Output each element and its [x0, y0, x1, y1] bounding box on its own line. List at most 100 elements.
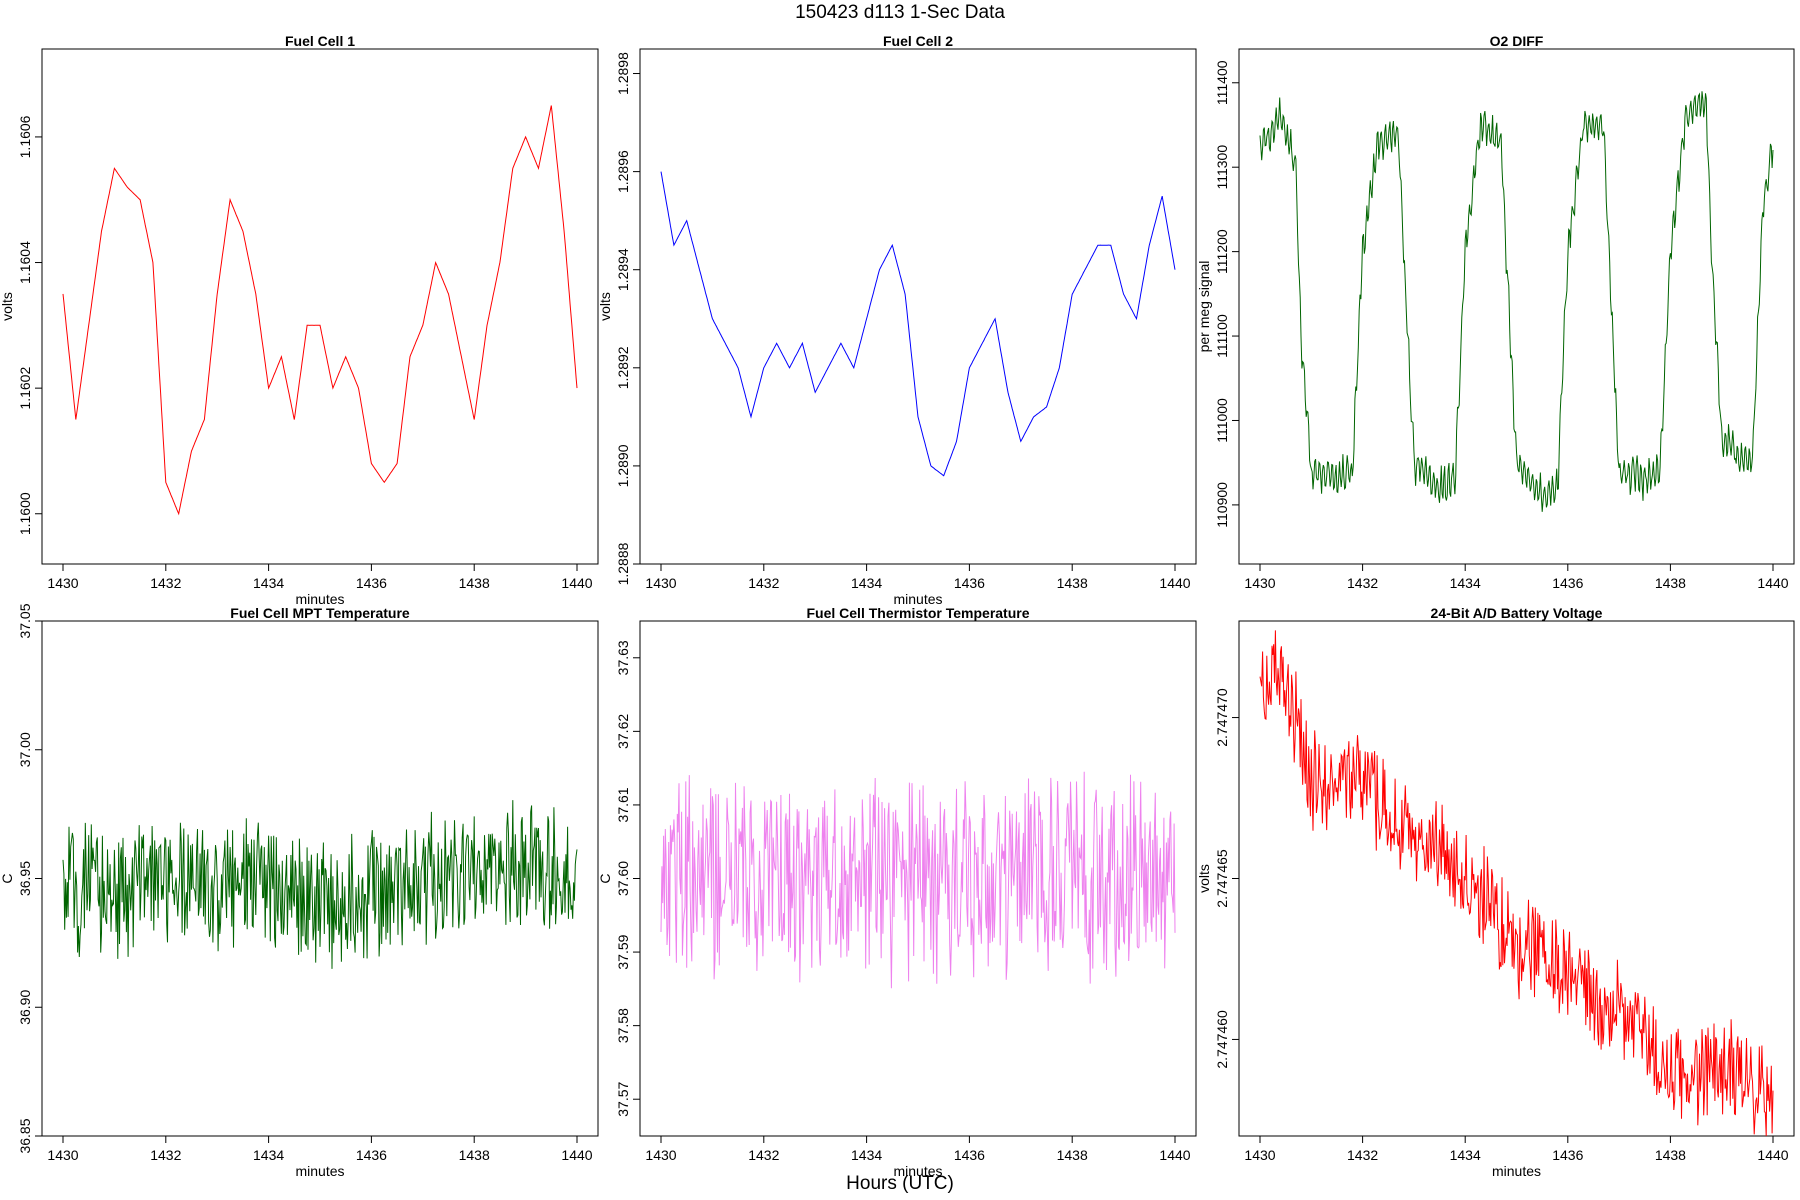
y-axis-label: volts [597, 292, 613, 321]
x-tick-label: 1432 [748, 575, 779, 591]
x-tick-label: 1430 [47, 575, 78, 591]
y-tick-label: 37.00 [17, 732, 33, 767]
x-tick-label: 1432 [1347, 1147, 1378, 1163]
y-tick-label: 1.2888 [615, 542, 631, 585]
x-tick-label: 1434 [851, 575, 882, 591]
x-tick-label: 1434 [253, 575, 284, 591]
x-tick-label: 1436 [954, 1147, 985, 1163]
y-tick-label: 1.1606 [17, 115, 33, 158]
x-tick-label: 1438 [459, 1147, 490, 1163]
y-tick-label: 111400 [1214, 60, 1230, 105]
chart-title: 24-Bit A/D Battery Voltage [1431, 605, 1603, 621]
plot-frame [639, 48, 1197, 565]
y-tick-label: 37.63 [615, 640, 631, 675]
series-line [1259, 91, 1774, 512]
y-tick-label: 37.59 [615, 934, 631, 969]
page-title: 150423 d113 1-Sec Data [795, 2, 1005, 23]
x-tick-label: 1432 [748, 1147, 779, 1163]
y-tick-label: 1.1602 [17, 367, 33, 410]
chart-panel-1: Fuel Cell 1 1430 1432 1434 1436 1438 1440 minut… [0, 33, 599, 607]
chart-title: Fuel Cell 1 [285, 33, 355, 49]
x-tick-label: 1430 [645, 575, 676, 591]
y-tick-label: 1.1600 [17, 492, 33, 535]
x-tick-label: 1434 [1450, 1147, 1481, 1163]
plot-frame [1238, 48, 1795, 565]
y-tick-label: 1.2892 [615, 346, 631, 389]
x-tick-label: 1440 [1159, 1147, 1190, 1163]
y-tick-label: 1.2890 [615, 444, 631, 487]
chart-panel-3: O2 DIFF 1430 1432 1434 1436 1438 1440 110900 111… [1196, 33, 1795, 591]
y-axis-label: volts [0, 292, 15, 321]
y-tick-label: 111300 [1214, 145, 1230, 190]
y-axis-label: per meg signal [1196, 261, 1212, 353]
y-tick-label: 111000 [1214, 398, 1230, 443]
series-line [660, 771, 1176, 989]
x-tick-label: 1436 [1552, 1147, 1583, 1163]
x-tick-label: 1440 [1159, 575, 1190, 591]
series-line [62, 105, 578, 516]
x-tick-label: 1432 [1347, 575, 1378, 591]
x-tick-label: 1436 [356, 575, 387, 591]
x-tick-label: 1430 [47, 1147, 78, 1163]
x-tick-label: 1432 [150, 575, 181, 591]
x-tick-label: 1432 [150, 1147, 181, 1163]
y-tick-label: 36.90 [17, 990, 33, 1025]
plot-frame [1238, 620, 1795, 1137]
y-tick-label: 1.2896 [615, 150, 631, 193]
chart-panel-6: 24-Bit A/D Battery Voltage 1430 1432 1434 14… [1196, 605, 1795, 1179]
y-tick-label: 37.60 [615, 861, 631, 896]
y-tick-label: 2.747460 [1214, 1010, 1230, 1069]
y-tick-label: 110900 [1214, 482, 1230, 528]
chart-panel-4: Fuel Cell MPT Temperature 1430 1432 1434 143… [0, 603, 599, 1179]
x-tick-label: 1434 [851, 1147, 882, 1163]
x-tick-label: 1436 [954, 575, 985, 591]
chart-panel-2: Fuel Cell 2 1430 1432 1434 1436 1438 1440 minut… [597, 33, 1197, 607]
x-tick-label: 1434 [253, 1147, 284, 1163]
y-tick-label: 37.57 [615, 1081, 631, 1116]
y-tick-label: 111100 [1214, 314, 1230, 358]
x-tick-label: 1438 [1057, 1147, 1088, 1163]
x-axis-label: minutes [893, 591, 942, 607]
chart-panel-5: Fuel Cell Thermistor Temperature 1430 1432… [597, 605, 1197, 1179]
x-tick-label: 1436 [356, 1147, 387, 1163]
y-axis-label: volts [1196, 864, 1212, 893]
plot-frame [41, 48, 599, 565]
chart-title: Fuel Cell 2 [883, 33, 953, 49]
x-axis-label: minutes [295, 1163, 344, 1179]
y-tick-label: 37.05 [17, 603, 33, 638]
x-tick-label: 1430 [1244, 575, 1275, 591]
bottom-axis-label: Hours (UTC) [846, 1173, 954, 1194]
y-tick-label: 36.95 [17, 861, 33, 896]
x-tick-label: 1436 [1552, 575, 1583, 591]
y-tick-label: 2.747470 [1214, 688, 1230, 747]
y-tick-label: 2.747465 [1214, 849, 1230, 908]
y-tick-label: 111200 [1214, 229, 1230, 274]
x-tick-label: 1438 [1057, 575, 1088, 591]
chart-title: O2 DIFF [1490, 33, 1544, 49]
x-tick-label: 1438 [459, 575, 490, 591]
x-tick-label: 1438 [1655, 1147, 1686, 1163]
y-axis-label: C [597, 873, 613, 883]
x-tick-label: 1434 [1450, 575, 1481, 591]
y-tick-label: 37.58 [615, 1008, 631, 1043]
y-tick-label: 1.2894 [615, 248, 631, 291]
x-tick-label: 1440 [561, 1147, 592, 1163]
y-tick-label: 37.61 [615, 787, 631, 822]
x-tick-label: 1438 [1655, 575, 1686, 591]
chart-title: Fuel Cell Thermistor Temperature [806, 605, 1029, 621]
y-tick-label: 1.2898 [615, 52, 631, 95]
x-axis-label: minutes [1492, 1163, 1541, 1179]
x-axis-label: minutes [893, 1163, 942, 1179]
x-tick-label: 1440 [1757, 1147, 1788, 1163]
series-line [1259, 630, 1774, 1137]
series-line [660, 171, 1176, 477]
x-tick-label: 1430 [1244, 1147, 1275, 1163]
chart-title: Fuel Cell MPT Temperature [230, 605, 410, 621]
y-axis-label: C [0, 873, 15, 883]
x-tick-label: 1440 [1757, 575, 1788, 591]
x-tick-label: 1430 [645, 1147, 676, 1163]
x-tick-label: 1440 [561, 575, 592, 591]
y-tick-label: 36.85 [17, 1118, 33, 1153]
series-line [62, 800, 578, 969]
